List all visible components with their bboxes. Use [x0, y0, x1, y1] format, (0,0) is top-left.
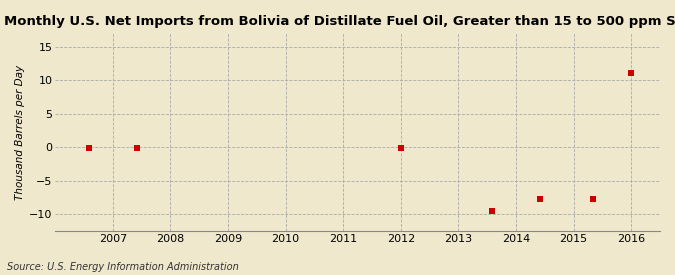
- Point: [132, 146, 142, 150]
- Point: [396, 146, 406, 151]
- Point: [626, 71, 637, 76]
- Title: Monthly U.S. Net Imports from Bolivia of Distillate Fuel Oil, Greater than 15 to: Monthly U.S. Net Imports from Bolivia of…: [4, 15, 675, 28]
- Point: [83, 146, 94, 150]
- Point: [535, 197, 545, 202]
- Point: [487, 208, 497, 213]
- Text: Source: U.S. Energy Information Administration: Source: U.S. Energy Information Administ…: [7, 262, 238, 272]
- Point: [587, 197, 598, 202]
- Y-axis label: Thousand Barrels per Day: Thousand Barrels per Day: [15, 64, 25, 200]
